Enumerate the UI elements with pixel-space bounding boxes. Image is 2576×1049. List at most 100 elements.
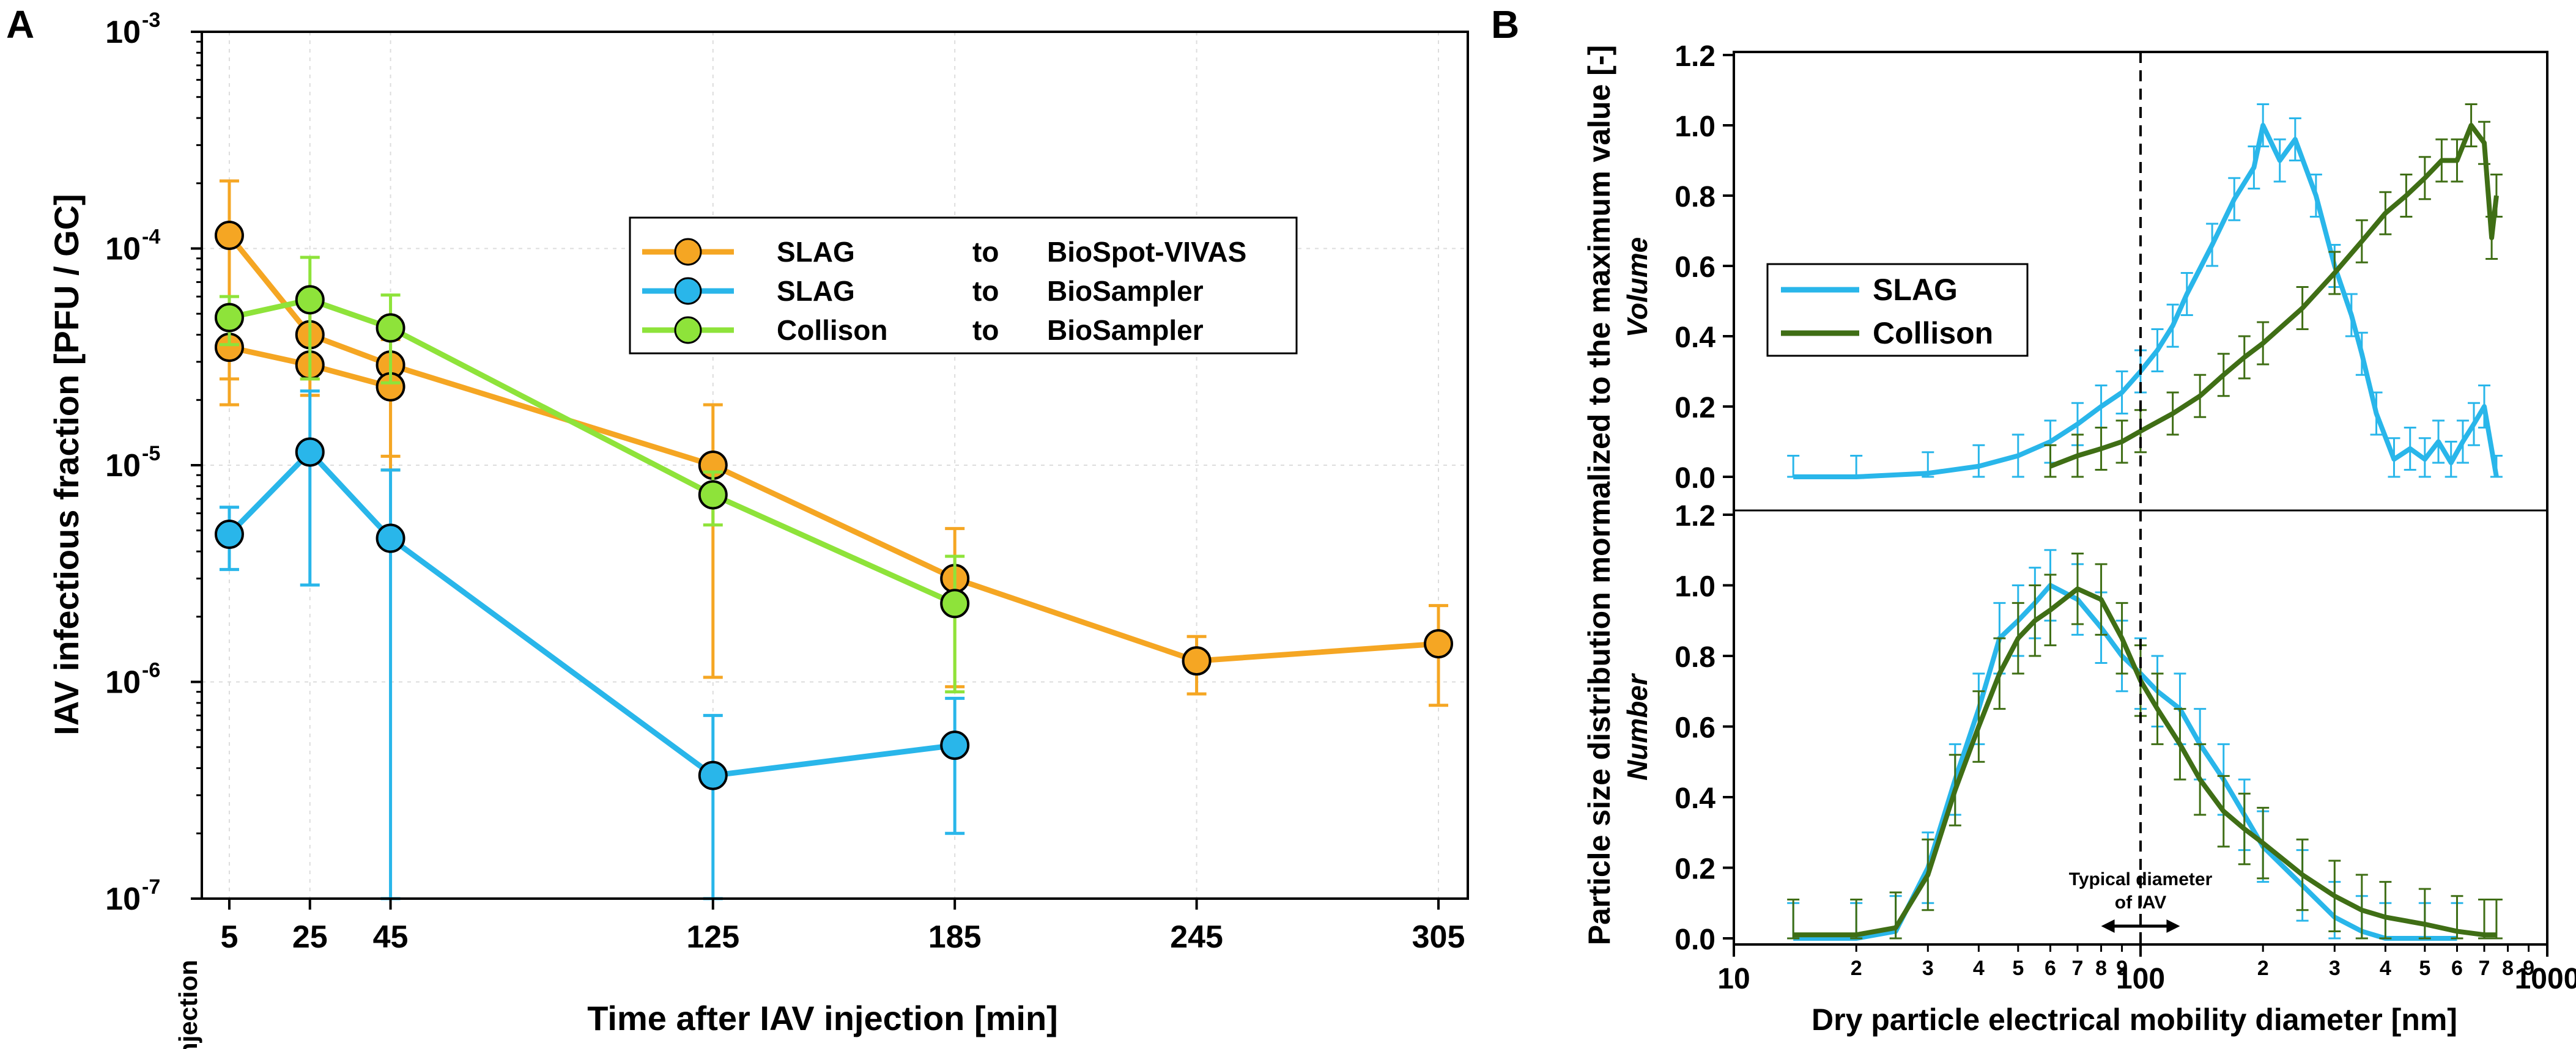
data-point <box>940 731 970 760</box>
legend-marker-green <box>674 316 702 344</box>
x-minor-tick-label: 7 <box>2072 957 2084 980</box>
data-point <box>698 480 728 510</box>
data-point <box>214 520 244 549</box>
x-tick-label: 125 <box>686 919 739 955</box>
legend-entry-slag-biosampler: SLAG to BioSampler <box>642 275 1204 307</box>
annotation-line-2: of IAV <box>2115 893 2166 913</box>
annotation-arrowhead-right <box>2166 919 2180 933</box>
y-tick-label: 10 <box>105 448 141 484</box>
x-major-tick-label: 100 <box>2116 963 2165 995</box>
x-minor-tick-label: 2 <box>2257 957 2269 980</box>
y-tick-label: 1.0 <box>1675 571 1715 603</box>
annotation-arrowhead-left <box>2101 919 2115 933</box>
data-point <box>1182 646 1212 676</box>
subplot-label-volume: Volume <box>1621 237 1653 337</box>
legend-target: BioSampler <box>1047 314 1204 346</box>
y-tick-label: 0.4 <box>1675 322 1715 354</box>
x-major-tick-label: 10 <box>1717 963 1750 995</box>
panel-a-label: A <box>6 2 34 46</box>
legend-label-slag: SLAG <box>1873 273 1958 307</box>
y-tick-label: 10 <box>105 15 141 50</box>
x-minor-tick-label: 3 <box>2329 957 2341 980</box>
legend-to: to <box>972 275 999 307</box>
legend-marker-orange <box>674 238 702 266</box>
x-tick-label: 5 <box>220 919 238 955</box>
x-minor-tick-label: 5 <box>2012 957 2024 980</box>
series-line <box>2049 123 2499 469</box>
y-tick-label: 1.0 <box>1675 111 1715 143</box>
legend-target: BioSampler <box>1047 275 1204 307</box>
panel-a-y-ticks: 10-710-610-510-410-3 <box>105 9 202 917</box>
panel-a-legend-box <box>629 216 1298 355</box>
panel-b-label: B <box>1491 2 1519 46</box>
data-point <box>295 437 325 467</box>
y-tick-exponent: -4 <box>142 226 160 249</box>
y-tick-label: 0.0 <box>1675 462 1715 495</box>
series-group <box>214 256 970 694</box>
y-tick-label: 10 <box>105 665 141 701</box>
x-minor-tick-label: 8 <box>2502 957 2514 980</box>
x-minor-tick-label: 6 <box>2451 957 2463 980</box>
y-tick-label: 0.2 <box>1675 392 1715 424</box>
y-tick-label: 10 <box>105 232 141 267</box>
data-point <box>214 220 244 250</box>
legend-marker-blue <box>674 277 702 305</box>
y-tick-label: 1.2 <box>1675 500 1715 532</box>
series-group <box>214 389 970 900</box>
legend-entry-collison-biosampler: Collison to BioSampler <box>642 314 1204 346</box>
legend-target: BioSpot-VIVAS <box>1047 236 1246 268</box>
legend-source: SLAG <box>777 236 855 268</box>
y-tick-exponent: -5 <box>142 442 160 465</box>
y-tick-exponent: -6 <box>142 659 160 682</box>
panel-b: B 0.0 0.2 0.4 0.6 0.8 1.0 1.2 0.0 0.2 0.4 0.6 0.8 1.… <box>1491 2 2576 1037</box>
series-line <box>1793 586 2496 938</box>
legend-label-collison: Collison <box>1873 316 1993 350</box>
y-tick-label: 0.0 <box>1675 924 1715 956</box>
x-tick-label: 305 <box>1412 919 1465 955</box>
y-tick-label: 1.2 <box>1675 40 1715 73</box>
data-point <box>295 285 325 315</box>
panel-b-number-series <box>1787 549 2503 941</box>
legend-to: to <box>972 236 999 268</box>
legend-entry-slag-biospot: SLAG to BioSpot-VIVAS <box>642 236 1246 268</box>
y-tick-exponent: -7 <box>142 875 160 899</box>
iav-diameter-annotation: Typical diameter of IAV <box>2069 869 2213 933</box>
subplot-label-number: Number <box>1621 673 1653 781</box>
x-minor-tick-label: 3 <box>1922 957 1934 980</box>
panel-a-series <box>214 179 1453 900</box>
data-point <box>698 760 728 790</box>
data-point <box>376 313 405 343</box>
panel-b-y-axis-title: Particle size distribution mormalized to… <box>1582 45 1616 946</box>
x-tick-label: 185 <box>928 919 982 955</box>
data-point <box>940 589 970 619</box>
panel-a-y-axis-title: IAV infectious fraction [PFU / GC] <box>47 194 86 735</box>
x-tick-label: 45 <box>373 919 409 955</box>
y-tick-exponent: -3 <box>142 9 160 32</box>
data-point <box>376 523 405 553</box>
x-minor-tick-label: 8 <box>2095 957 2107 980</box>
y-tick-label: 0.8 <box>1675 641 1715 674</box>
x-tick-label: 25 <box>292 919 328 955</box>
legend-to: to <box>972 314 999 346</box>
series-group <box>2044 103 2503 478</box>
x-minor-tick-label: 2 <box>1851 957 1862 980</box>
series-line <box>1793 123 2499 479</box>
panel-a-legend: SLAG to BioSpot-VIVAS SLAG to BioSampler… <box>629 216 1298 355</box>
panel-a-x-ticks: 5 25 45 125 185 245 305 <box>220 899 1465 955</box>
injection-label: Injection <box>174 960 202 1049</box>
y-tick-label: 0.2 <box>1675 853 1715 886</box>
y-tick-label: 0.8 <box>1675 181 1715 213</box>
y-tick-label: 0.6 <box>1675 251 1715 284</box>
panel-b-legend: SLAG Collison <box>1766 263 2029 357</box>
data-point <box>1424 629 1453 659</box>
panel-a-x-axis-title: Time after IAV injection [min] <box>587 999 1058 1037</box>
annotation-line-1: Typical diameter <box>2069 869 2213 889</box>
panel-a: A 5 25 45 125 185 245 305 10-710-610-510-410-3… <box>6 2 1469 1049</box>
panel-b-legend-box <box>1766 263 2029 357</box>
x-minor-tick-label: 7 <box>2479 957 2490 980</box>
legend-source: SLAG <box>777 275 855 307</box>
x-minor-tick-label: 4 <box>2380 957 2391 980</box>
series-group <box>1787 553 2503 940</box>
